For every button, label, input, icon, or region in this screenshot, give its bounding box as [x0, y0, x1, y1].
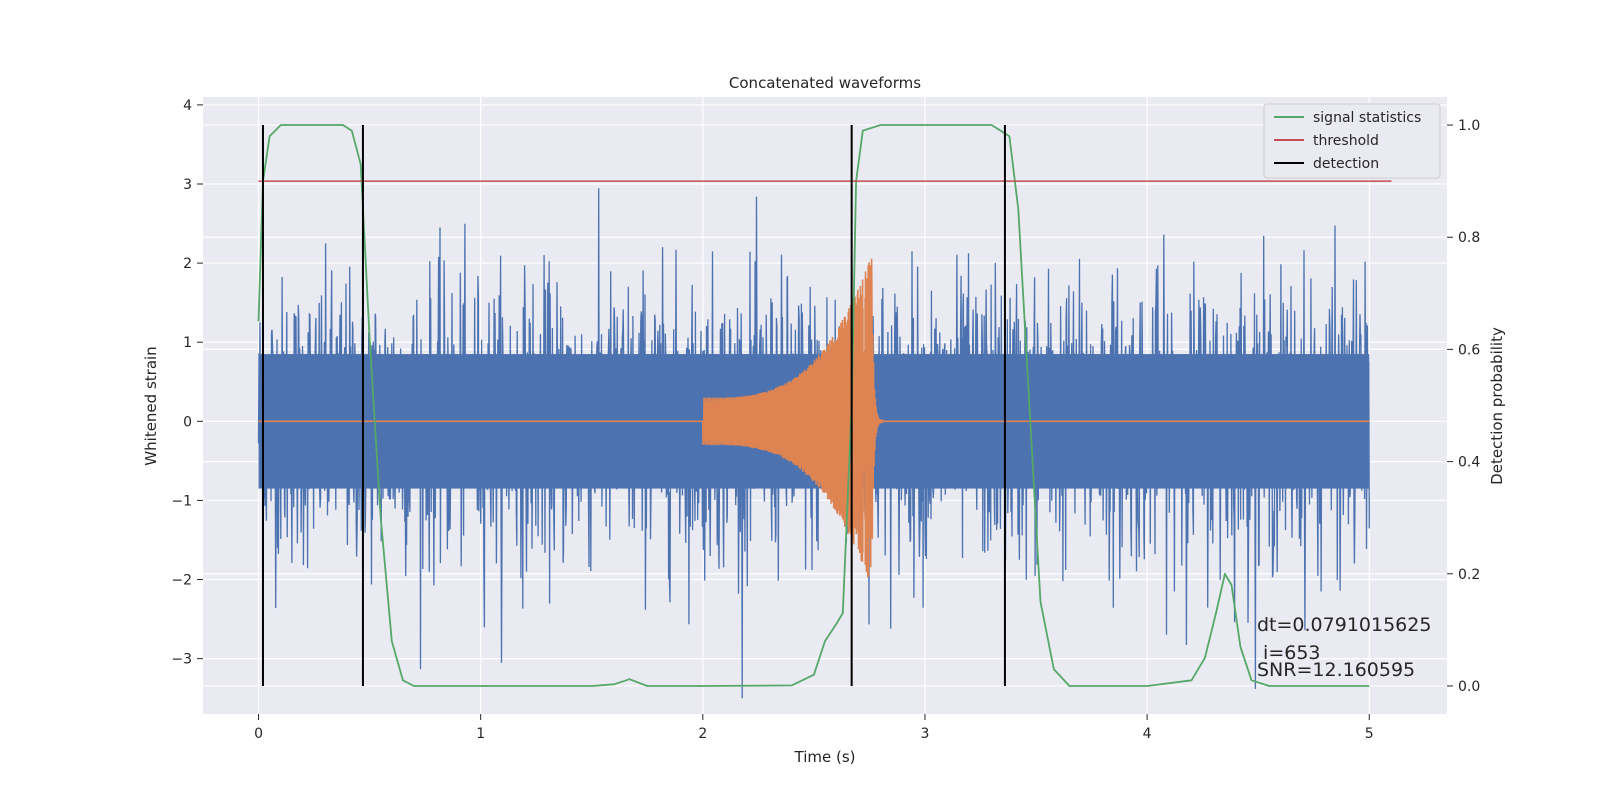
legend-label-threshold: threshold [1313, 133, 1379, 149]
x-tick-label: 3 [921, 726, 930, 742]
y-tick-label: 3 [183, 177, 192, 193]
y-right-tick-label: 0.8 [1458, 230, 1480, 246]
legend-label-signal-statistics: signal statistics [1313, 110, 1421, 126]
signal-statistics-line [257, 124, 1370, 687]
y-right-tick-label: 0.0 [1458, 679, 1480, 695]
y-right-tick-label: 0.6 [1458, 342, 1480, 358]
annotation-index: i=653 [1257, 642, 1321, 664]
y-right-tick-label: 1.0 [1458, 118, 1480, 134]
injection-chirp-line [258, 258, 1370, 578]
x-tick-label: 2 [698, 726, 707, 742]
y-tick-label: −1 [171, 493, 192, 509]
ticks: 0 1 2 3 4 5 −3 −2 −1 0 1 2 3 4 0.0 0.2 0.4 0.6 0.8 1.0 [171, 98, 1480, 742]
y-tick-label: 0 [183, 414, 192, 430]
legend-label-detection: detection [1313, 156, 1379, 172]
y-axis-title: Whitened strain [142, 346, 160, 465]
chart-title: Concatenated waveforms [729, 74, 921, 92]
annotation-dt: dt=0.0791015625 [1257, 614, 1431, 636]
x-tick-label: 4 [1143, 726, 1152, 742]
y-right-tick-label: 0.2 [1458, 567, 1480, 583]
y-tick-label: 1 [183, 335, 192, 351]
y-right-axis-title: Detection probability [1488, 327, 1506, 485]
y-tick-label: 2 [183, 256, 192, 272]
x-axis-title: Time (s) [794, 748, 856, 766]
legend-box [1263, 103, 1441, 179]
x-tick-label: 1 [476, 726, 485, 742]
series-layer [257, 124, 1392, 699]
y-right-tick-label: 0.4 [1458, 455, 1480, 471]
x-tick-label: 5 [1365, 726, 1374, 742]
y-tick-label: −3 [171, 652, 192, 668]
legend: signal statistics threshold detection [1263, 103, 1441, 179]
annotation-snr: SNR=12.160595 [1257, 659, 1415, 681]
y-tick-label: 4 [183, 98, 192, 114]
y-tick-label: −2 [171, 573, 192, 589]
x-tick-label: 0 [254, 726, 263, 742]
